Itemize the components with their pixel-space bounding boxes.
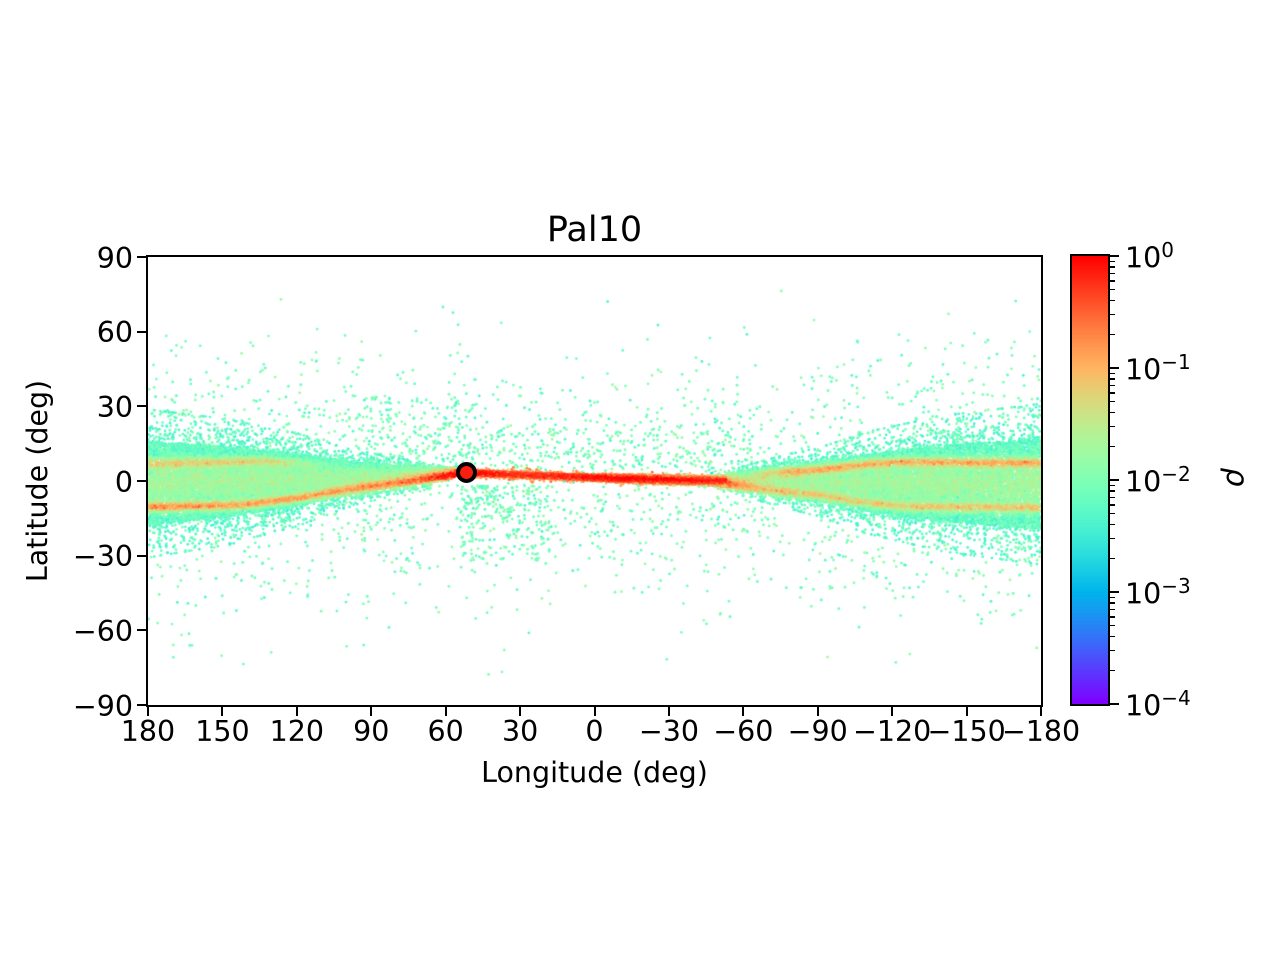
tick-mark — [1110, 289, 1115, 291]
tick-mark — [1110, 591, 1119, 593]
x-tick-label: 60 — [427, 715, 464, 748]
tick-mark — [137, 256, 146, 258]
colorbar-tick-label: 100 — [1125, 238, 1174, 275]
x-tick-label: 90 — [353, 715, 390, 748]
tick-mark — [1110, 280, 1115, 282]
y-tick-label: −30 — [72, 540, 133, 574]
tick-mark — [137, 405, 146, 408]
tick-mark — [1110, 636, 1115, 638]
progenitor-marker — [456, 462, 478, 484]
tick-mark — [1110, 367, 1119, 369]
tick-mark — [1110, 557, 1115, 559]
tick-mark — [593, 707, 596, 716]
x-tick-label: 180 — [120, 715, 176, 748]
x-tick-label: −30 — [638, 715, 699, 748]
tick-mark — [1110, 602, 1115, 604]
tick-mark — [1110, 401, 1115, 403]
tick-mark — [1110, 372, 1115, 374]
colorbar-frame — [1070, 254, 1110, 706]
tick-mark — [1110, 616, 1115, 618]
tick-mark — [1110, 484, 1115, 486]
tick-mark — [137, 704, 146, 706]
x-tick-label: 0 — [585, 715, 604, 748]
x-axis-label: Longitude (deg) — [481, 756, 708, 789]
tick-mark — [137, 330, 146, 333]
y-tick-label: −90 — [72, 689, 133, 723]
tick-mark — [1110, 378, 1115, 380]
colorbar-tick-label: 10−1 — [1125, 350, 1191, 387]
tick-mark — [742, 707, 745, 716]
x-tick-label: −60 — [713, 715, 774, 748]
tick-mark — [1110, 504, 1115, 506]
y-tick-label: 60 — [96, 316, 133, 350]
tick-mark — [1110, 412, 1115, 414]
tick-mark — [295, 707, 298, 716]
tick-mark — [965, 707, 968, 716]
colorbar-tick-label: 10−2 — [1125, 462, 1191, 499]
tick-mark — [1110, 669, 1115, 671]
tick-mark — [1110, 255, 1119, 257]
y-tick-label: −60 — [72, 615, 133, 649]
colorbar-tick-label: 10−3 — [1125, 574, 1191, 611]
tick-mark — [1110, 496, 1115, 499]
x-tick-label: −120 — [853, 715, 932, 748]
x-tick-label: 120 — [269, 715, 325, 748]
y-tick-label: 90 — [96, 241, 133, 275]
x-tick-label: 30 — [501, 715, 539, 748]
tick-mark — [1110, 625, 1115, 627]
tick-mark — [137, 480, 146, 482]
tick-mark — [1110, 260, 1115, 262]
x-tick-label: −90 — [787, 715, 848, 748]
y-tick-label: 30 — [96, 391, 133, 425]
axes-frame — [146, 255, 1043, 707]
colorbar-axis-label: ρ — [1219, 467, 1254, 487]
tick-mark — [1110, 266, 1115, 268]
scatter-plot-area — [148, 257, 1041, 705]
tick-mark — [147, 707, 149, 716]
tick-mark — [1110, 479, 1119, 481]
tick-mark — [1110, 703, 1119, 705]
tick-mark — [1110, 333, 1115, 335]
y-axis-label: Latitude (deg) — [20, 379, 54, 583]
tick-mark — [1040, 707, 1042, 716]
tick-mark — [1110, 392, 1115, 394]
tick-mark — [1110, 384, 1115, 387]
tick-mark — [1110, 426, 1115, 428]
tick-mark — [1110, 300, 1115, 302]
tick-mark — [370, 707, 373, 716]
tick-mark — [519, 707, 522, 716]
tick-mark — [137, 554, 146, 557]
tick-mark — [1110, 538, 1115, 540]
tick-mark — [1110, 513, 1115, 515]
tick-mark — [1110, 650, 1115, 652]
tick-mark — [1110, 445, 1115, 447]
tick-mark — [444, 707, 447, 716]
tick-mark — [1110, 608, 1115, 611]
tick-mark — [1110, 314, 1115, 316]
tick-mark — [137, 629, 146, 632]
colorbar-tick-label: 10−4 — [1125, 686, 1191, 723]
colorbar-gradient — [1072, 256, 1108, 704]
x-tick-label: −180 — [1001, 715, 1081, 748]
plot-title: Pal10 — [546, 210, 643, 250]
y-tick-label: 0 — [114, 465, 133, 499]
tick-mark — [816, 707, 819, 716]
tick-mark — [1110, 596, 1115, 598]
tick-mark — [1110, 272, 1115, 275]
tick-mark — [1110, 524, 1115, 526]
tick-mark — [667, 707, 670, 716]
tick-mark — [891, 707, 894, 716]
x-tick-label: −150 — [927, 715, 1006, 748]
tick-mark — [221, 707, 224, 716]
x-tick-label: 150 — [195, 715, 250, 748]
tick-mark — [1110, 490, 1115, 492]
